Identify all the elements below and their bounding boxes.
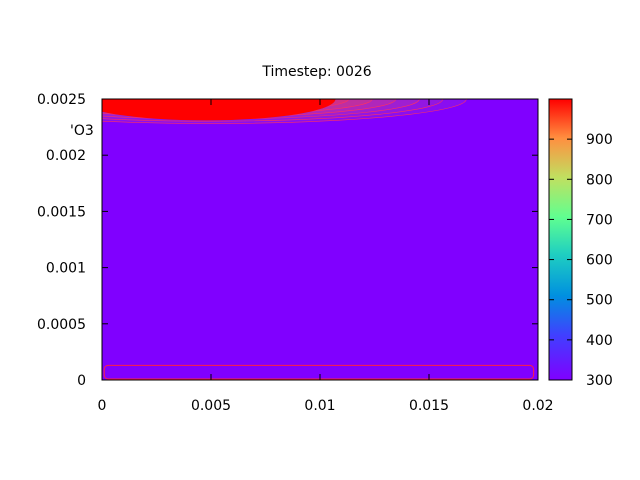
colorbar-tick: 300: [549, 373, 613, 389]
y-tick-label: 0.001: [46, 261, 86, 277]
colorbar-tick: 800: [549, 172, 613, 188]
hotspot-core: [102, 99, 336, 121]
colorbar-tick-label: 400: [586, 333, 613, 349]
x-tick-label: 0.015: [409, 398, 449, 414]
y-tick-label: 0.0005: [37, 317, 86, 333]
x-tick: 0.01: [304, 99, 336, 414]
colorbar: [548, 98, 573, 381]
x-tick-label: 0.005: [191, 398, 231, 414]
y-tick: 0.0015: [37, 204, 538, 220]
y-axis: 0 0.0005 0.001 0.0015 0.002 0.0025: [37, 92, 538, 389]
colorbar-axis: 300 400 500 600 700 800 900: [549, 132, 613, 389]
y-tick: 0.0025: [37, 92, 538, 108]
colorbar-tick-label: 500: [586, 293, 613, 309]
x-tick-label: 0.02: [522, 398, 553, 414]
x-tick: 0.005: [191, 99, 231, 414]
y-tick-label: 0.0025: [37, 92, 86, 108]
y-tick: 0.001: [46, 261, 538, 277]
colorbar-tick-label: 900: [586, 132, 613, 148]
x-tick: 0.02: [522, 99, 554, 414]
colorbar-tick-label: 800: [586, 172, 613, 188]
x-tick-label: 0.01: [304, 398, 335, 414]
series-label: 'O3: [70, 123, 94, 139]
colorbar-tick: 400: [549, 333, 613, 349]
colorbar-tick-label: 700: [586, 212, 613, 228]
y-tick: 0.0005: [37, 317, 538, 333]
chart-title: Timestep: 0026: [261, 64, 371, 80]
y-tick: 0.002: [46, 148, 538, 164]
colorbar-tick: 700: [549, 212, 613, 228]
colorbar-tick-label: 300: [586, 373, 613, 389]
x-tick: 0: [98, 99, 107, 414]
colorbar-tick-label: 600: [586, 253, 613, 269]
colorbar-tick: 500: [549, 293, 613, 309]
x-axis: 0 0.005 0.01 0.015 0.02: [98, 99, 554, 414]
y-tick: 0: [77, 373, 538, 389]
colorbar-tick: 600: [549, 253, 613, 269]
x-tick-label: 0: [98, 398, 107, 414]
boundary-contour: [103, 364, 535, 380]
y-tick-label: 0: [77, 373, 86, 389]
y-tick-label: 0.002: [46, 148, 86, 164]
plot-area: [102, 99, 538, 380]
y-tick-label: 0.0015: [37, 204, 86, 220]
colorbar-tick: 900: [549, 132, 613, 148]
x-tick: 0.015: [409, 99, 449, 414]
